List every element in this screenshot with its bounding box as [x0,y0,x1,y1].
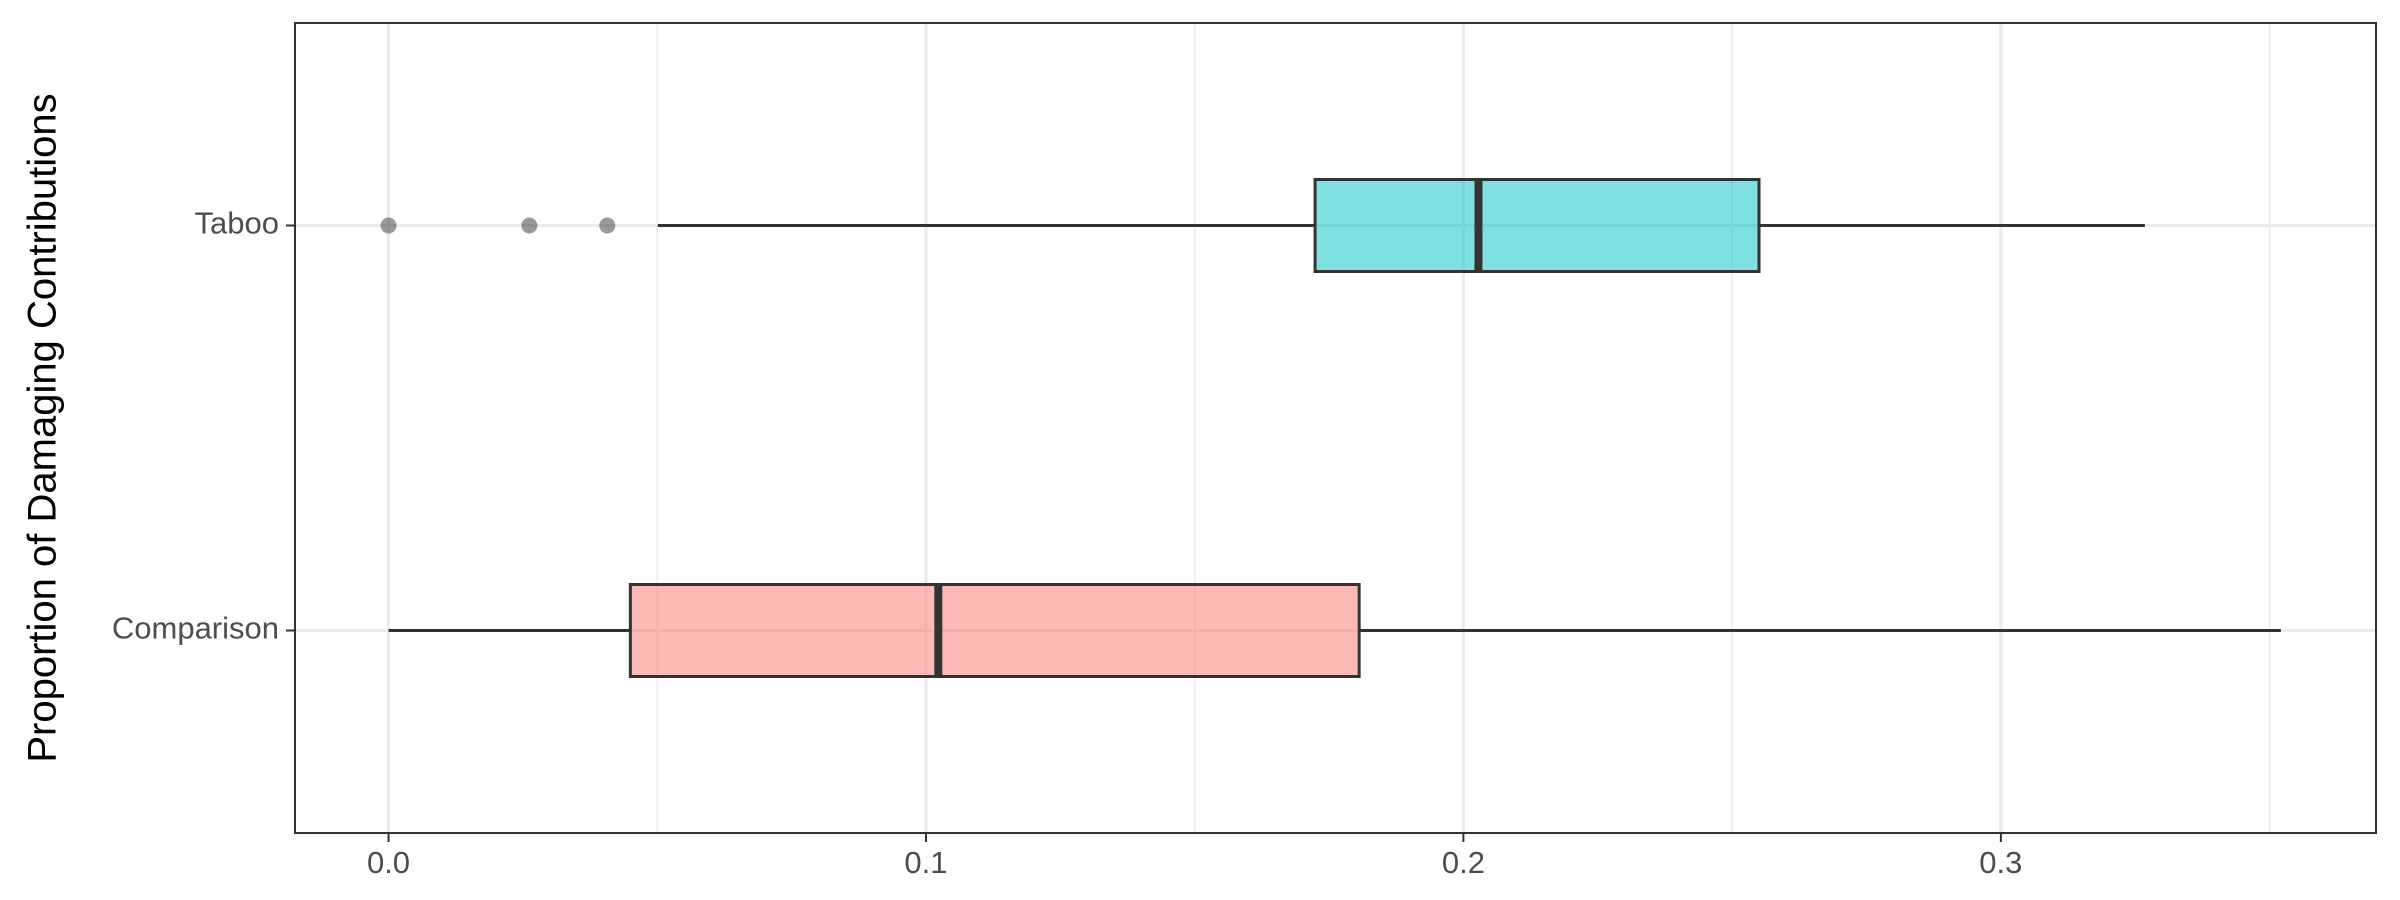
panel-border [294,22,2377,834]
outlier [521,217,538,234]
y-axis-label: Proportion of Damaging Contributions [21,93,65,762]
x-tick-label: 0.0 [367,845,410,880]
x-tick-label: 0.3 [1979,845,2022,880]
outlier [380,217,397,234]
x-tick-label: 0.1 [904,845,947,880]
outlier [599,217,616,234]
y-tick-label: Taboo [195,206,279,241]
x-tick-label: 0.2 [1442,845,1485,880]
box [1313,178,1761,273]
box [628,583,1361,678]
y-tick-label: Comparison [112,611,279,646]
